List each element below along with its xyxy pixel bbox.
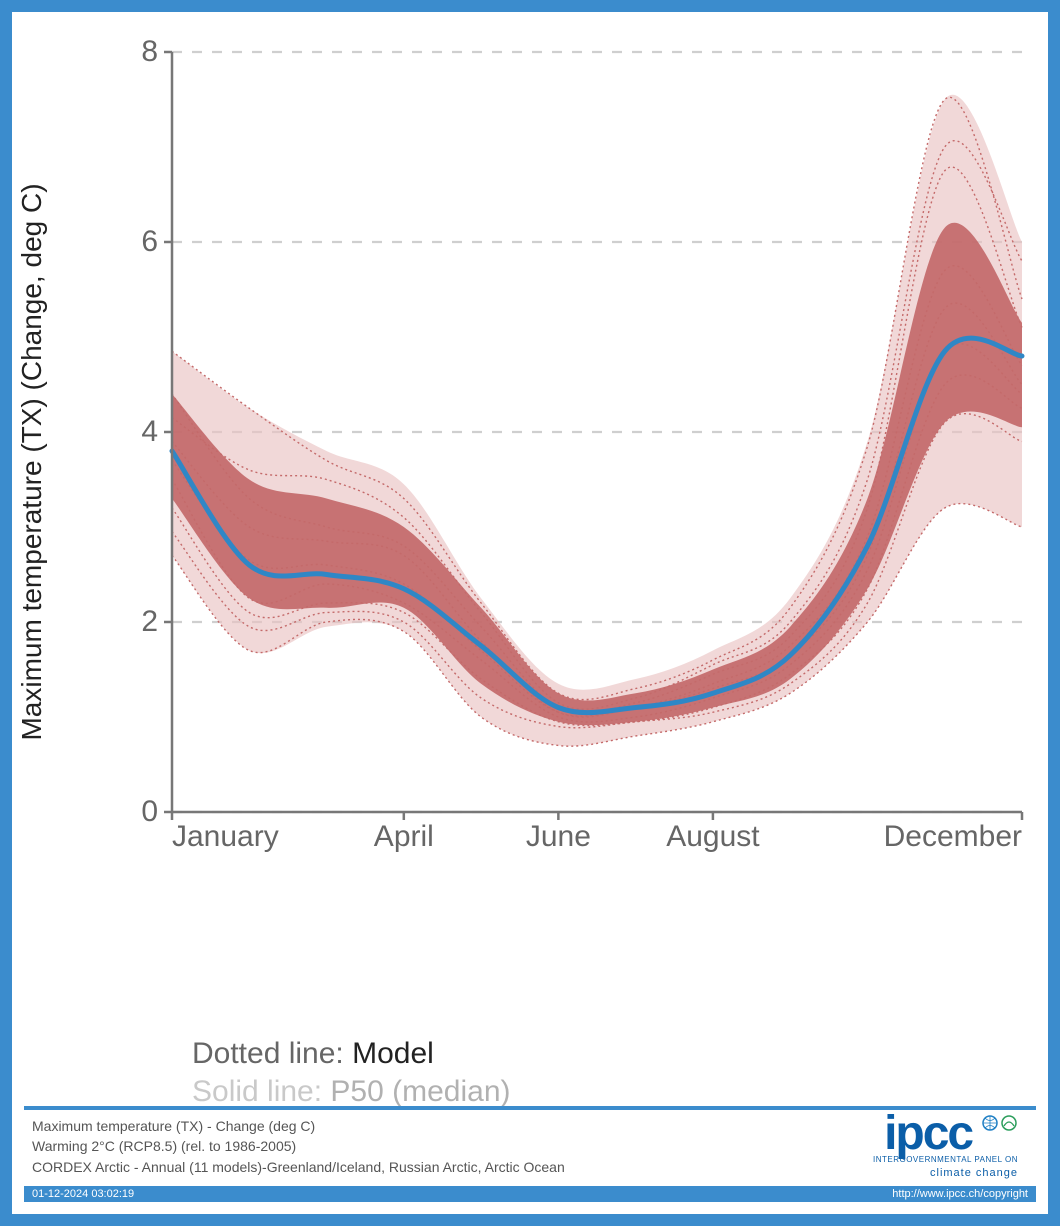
legend-value-1: Model bbox=[352, 1037, 434, 1070]
x-tick-label: December bbox=[884, 820, 1022, 854]
ipcc-logo: ipcc INTERGOVERNMENTAL PANEL ON climate … bbox=[873, 1114, 1018, 1182]
x-tick-label: April bbox=[374, 820, 434, 854]
chart-area: Maximum temperature (TX) (Change, deg C)… bbox=[42, 52, 1042, 872]
plot-svg bbox=[172, 52, 1022, 812]
ipcc-partner-icons bbox=[982, 1114, 1018, 1137]
y-tick-label: 0 bbox=[141, 795, 158, 829]
y-axis-label: Maximum temperature (TX) (Change, deg C) bbox=[16, 183, 48, 740]
x-tick-label: August bbox=[666, 820, 759, 854]
ipcc-sub-2: climate change bbox=[873, 1166, 1018, 1182]
legend-line-2: Solid line: P50 (median) bbox=[192, 1075, 511, 1109]
y-tick-label: 8 bbox=[141, 35, 158, 69]
timestamp: 01-12-2024 03:02:19 bbox=[32, 1188, 134, 1200]
legend-value-2: P50 (median) bbox=[330, 1075, 510, 1108]
ipcc-sub-1: INTERGOVERNMENTAL PANEL ON bbox=[873, 1154, 1018, 1166]
legend: Dotted line: Model Solid line: P50 (medi… bbox=[192, 1037, 511, 1109]
y-tick-label: 4 bbox=[141, 415, 158, 449]
copyright-url: http://www.ipcc.ch/copyright bbox=[892, 1188, 1028, 1200]
chart-frame: Maximum temperature (TX) (Change, deg C)… bbox=[0, 0, 1060, 1226]
y-tick-label: 2 bbox=[141, 605, 158, 639]
y-tick-label: 6 bbox=[141, 225, 158, 259]
legend-prefix-1: Dotted line: bbox=[192, 1037, 352, 1070]
bottom-strip: 01-12-2024 03:02:19 http://www.ipcc.ch/c… bbox=[24, 1186, 1036, 1202]
legend-prefix-2: Solid line: bbox=[192, 1075, 330, 1108]
plot-region: 02468JanuaryAprilJuneAugustDecember bbox=[172, 52, 1022, 812]
footer: Maximum temperature (TX) - Change (deg C… bbox=[24, 1106, 1036, 1186]
x-tick-label: January bbox=[172, 820, 279, 854]
legend-line-1: Dotted line: Model bbox=[192, 1037, 511, 1071]
x-tick-label: June bbox=[526, 820, 591, 854]
ipcc-logo-text: ipcc bbox=[884, 1114, 972, 1155]
